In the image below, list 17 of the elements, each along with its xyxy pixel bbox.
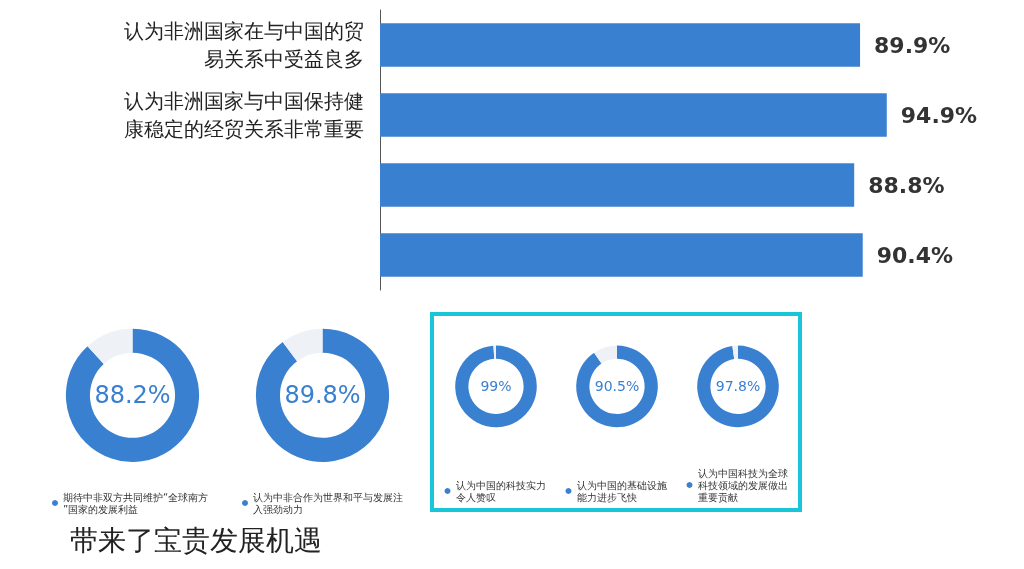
- data-label: 88.8%: [868, 172, 945, 198]
- data-label: 99%: [480, 378, 512, 395]
- y-tick-label: 认为非洲国家在与中国的贸易关系中受益良多: [124, 19, 364, 71]
- data-label: 89.9%: [874, 32, 951, 58]
- data-label: 97.8%: [715, 378, 761, 395]
- data-label: 94.9%: [900, 102, 978, 128]
- legend-label: 认为中国科技为全球科技领域的发展做出重要贡献: [697, 467, 788, 503]
- legend-label: 认为中国的科技实力令人赞叹: [455, 479, 546, 503]
- data-label: 88.2%: [94, 381, 171, 410]
- legend-label: 期待中非双方共同维护“全球南方”国家的发展利益: [63, 491, 209, 515]
- legend-label: 认为中非合作为世界和平与发展注入强劲动力: [253, 491, 403, 515]
- data-label: 90.4%: [876, 242, 954, 268]
- data-label: 89.8%: [284, 381, 361, 410]
- y-tick-label: 认为非洲国家与中国保持健康稳定的经贸关系非常重要: [124, 89, 364, 141]
- legend-label: 认为中国的基础设施能力进步飞快: [576, 479, 667, 503]
- text: 带来了宝贵发展机遇: [70, 523, 322, 559]
- data-label: 90.5%: [594, 378, 640, 395]
